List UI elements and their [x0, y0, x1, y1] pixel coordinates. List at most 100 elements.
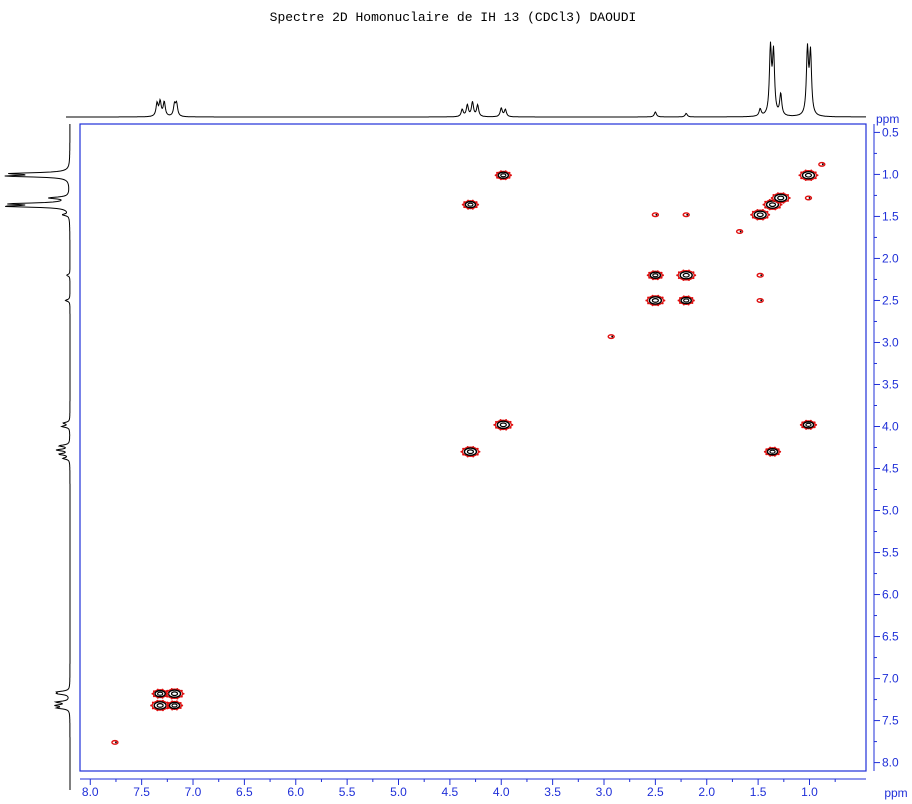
peak-contour-inner — [499, 422, 507, 428]
y-tick-label: 0.5 — [882, 125, 899, 139]
x-tick-label: 5.0 — [390, 785, 407, 799]
cross-peak — [818, 161, 826, 167]
y-tick-label: 3.5 — [882, 377, 899, 391]
y-tick-label: 4.5 — [882, 462, 899, 476]
peak-contour-red — [765, 447, 780, 457]
peak-contour-outer — [774, 193, 788, 203]
peak-contour-red — [651, 212, 660, 218]
y-tick-label: 1.5 — [882, 209, 899, 223]
peak-contour-red — [167, 700, 182, 711]
peak-contour-inner — [777, 195, 785, 201]
peak-contour-red — [818, 161, 826, 167]
peak-contour-red — [682, 212, 690, 218]
y-tick-label: 7.5 — [882, 714, 899, 728]
peak-contour-inner — [769, 449, 776, 454]
peak-contour-red — [756, 272, 764, 278]
peak-contour-inner — [651, 298, 659, 303]
peak-contour-red — [801, 420, 816, 430]
x-tick-label: 3.5 — [544, 785, 561, 799]
peak-center — [760, 274, 763, 277]
peak-contour-outer — [680, 296, 692, 305]
x-axis-ticks: 8.0 7.5 7.0 6.5 6.0 5.5 5.0 4.5 4.0 3.5 3.0 2.5 2.0 1… — [82, 779, 908, 800]
x-tick-label: 4.0 — [493, 785, 510, 799]
cross-peak — [682, 212, 690, 218]
cross-peak — [460, 445, 481, 458]
peak-contour-outer — [753, 210, 767, 220]
peak-contour-outer — [497, 171, 510, 180]
peak-contour-red — [607, 334, 615, 340]
peak-contour-red — [678, 295, 694, 306]
peak-contour-inner — [768, 202, 777, 208]
x-tick-label: 4.5 — [442, 785, 459, 799]
peak-contour-inner — [756, 212, 764, 218]
cross-peak — [798, 169, 819, 182]
plot-frame — [79, 123, 867, 772]
peak-contour-outer — [153, 701, 167, 710]
x-axis-unit-label: ppm — [884, 786, 907, 800]
x-tick-label: 6.5 — [236, 785, 253, 799]
peak-contour-inner — [500, 173, 507, 178]
cross-peak — [607, 334, 615, 340]
peak-contour-red — [804, 195, 813, 201]
peak-contour-outer — [766, 447, 779, 456]
peak-contour-red — [763, 199, 782, 210]
y-axis-ticks: 0.5 1.0 1.5 2.0 2.5 3.0 3.5 4.0 4.5 5.0 5.5 6.0 6.5 7… — [874, 112, 899, 770]
cross-peak — [151, 688, 169, 699]
y-tick-label: 2.0 — [882, 251, 899, 265]
y-tick-label: 8.0 — [882, 756, 899, 770]
x-tick-label: 7.5 — [133, 785, 150, 799]
peak-contour-outer — [496, 420, 511, 430]
cross-peak — [676, 269, 697, 282]
cross-peak-layer — [111, 161, 826, 745]
cross-peak — [461, 199, 480, 210]
peak-contour-inner — [652, 273, 659, 278]
x-tick-label: 6.0 — [287, 785, 304, 799]
peak-center — [611, 335, 614, 338]
peak-contour-outer — [167, 689, 182, 698]
cross-peak — [677, 295, 695, 306]
peak-contour-outer — [463, 447, 478, 457]
peak-contour-outer — [679, 270, 693, 280]
cross-peak — [756, 297, 764, 303]
peak-contour-outer — [154, 689, 166, 698]
left-projection-trace — [4, 124, 71, 790]
peak-contour-red — [772, 192, 790, 204]
cross-peak — [651, 212, 660, 218]
peak-contour-inner — [156, 703, 164, 708]
cross-peak — [646, 270, 665, 281]
peak-contour-inner — [466, 449, 475, 455]
peak-contour-outer — [168, 701, 181, 710]
y-tick-label: 7.0 — [882, 672, 899, 686]
cross-peak — [799, 419, 818, 430]
cross-peak — [111, 739, 119, 745]
y-tick-label: 4.0 — [882, 419, 899, 433]
cross-peak — [493, 419, 514, 431]
peak-contour-red — [494, 419, 512, 431]
peak-contour-red — [152, 689, 168, 699]
cross-peak — [645, 294, 666, 307]
peak-contour-outer — [801, 170, 816, 180]
x-tick-label: 2.0 — [698, 785, 715, 799]
x-tick-label: 5.5 — [339, 785, 356, 799]
peak-center — [808, 197, 811, 199]
peak-contour-inner — [170, 691, 179, 697]
peak-center — [655, 213, 658, 216]
peak-center — [760, 299, 763, 302]
y-tick-label: 6.0 — [882, 588, 899, 602]
cross-peak — [756, 272, 764, 278]
cross-peak — [804, 195, 813, 201]
x-tick-label: 2.5 — [647, 785, 664, 799]
top-projection-trace — [66, 41, 866, 118]
y-tick-label: 2.5 — [882, 293, 899, 307]
peak-contour-red — [677, 269, 695, 281]
peak-contour-red — [799, 170, 818, 181]
cross-peak — [763, 446, 782, 457]
peak-center — [739, 230, 742, 233]
peak-contour-red — [461, 446, 480, 457]
peak-contour-outer — [648, 296, 663, 305]
peak-contour-inner — [156, 691, 164, 696]
y-tick-label: 6.5 — [882, 630, 899, 644]
peak-contour-outer — [649, 271, 662, 280]
peak-contour-inner — [804, 172, 813, 178]
